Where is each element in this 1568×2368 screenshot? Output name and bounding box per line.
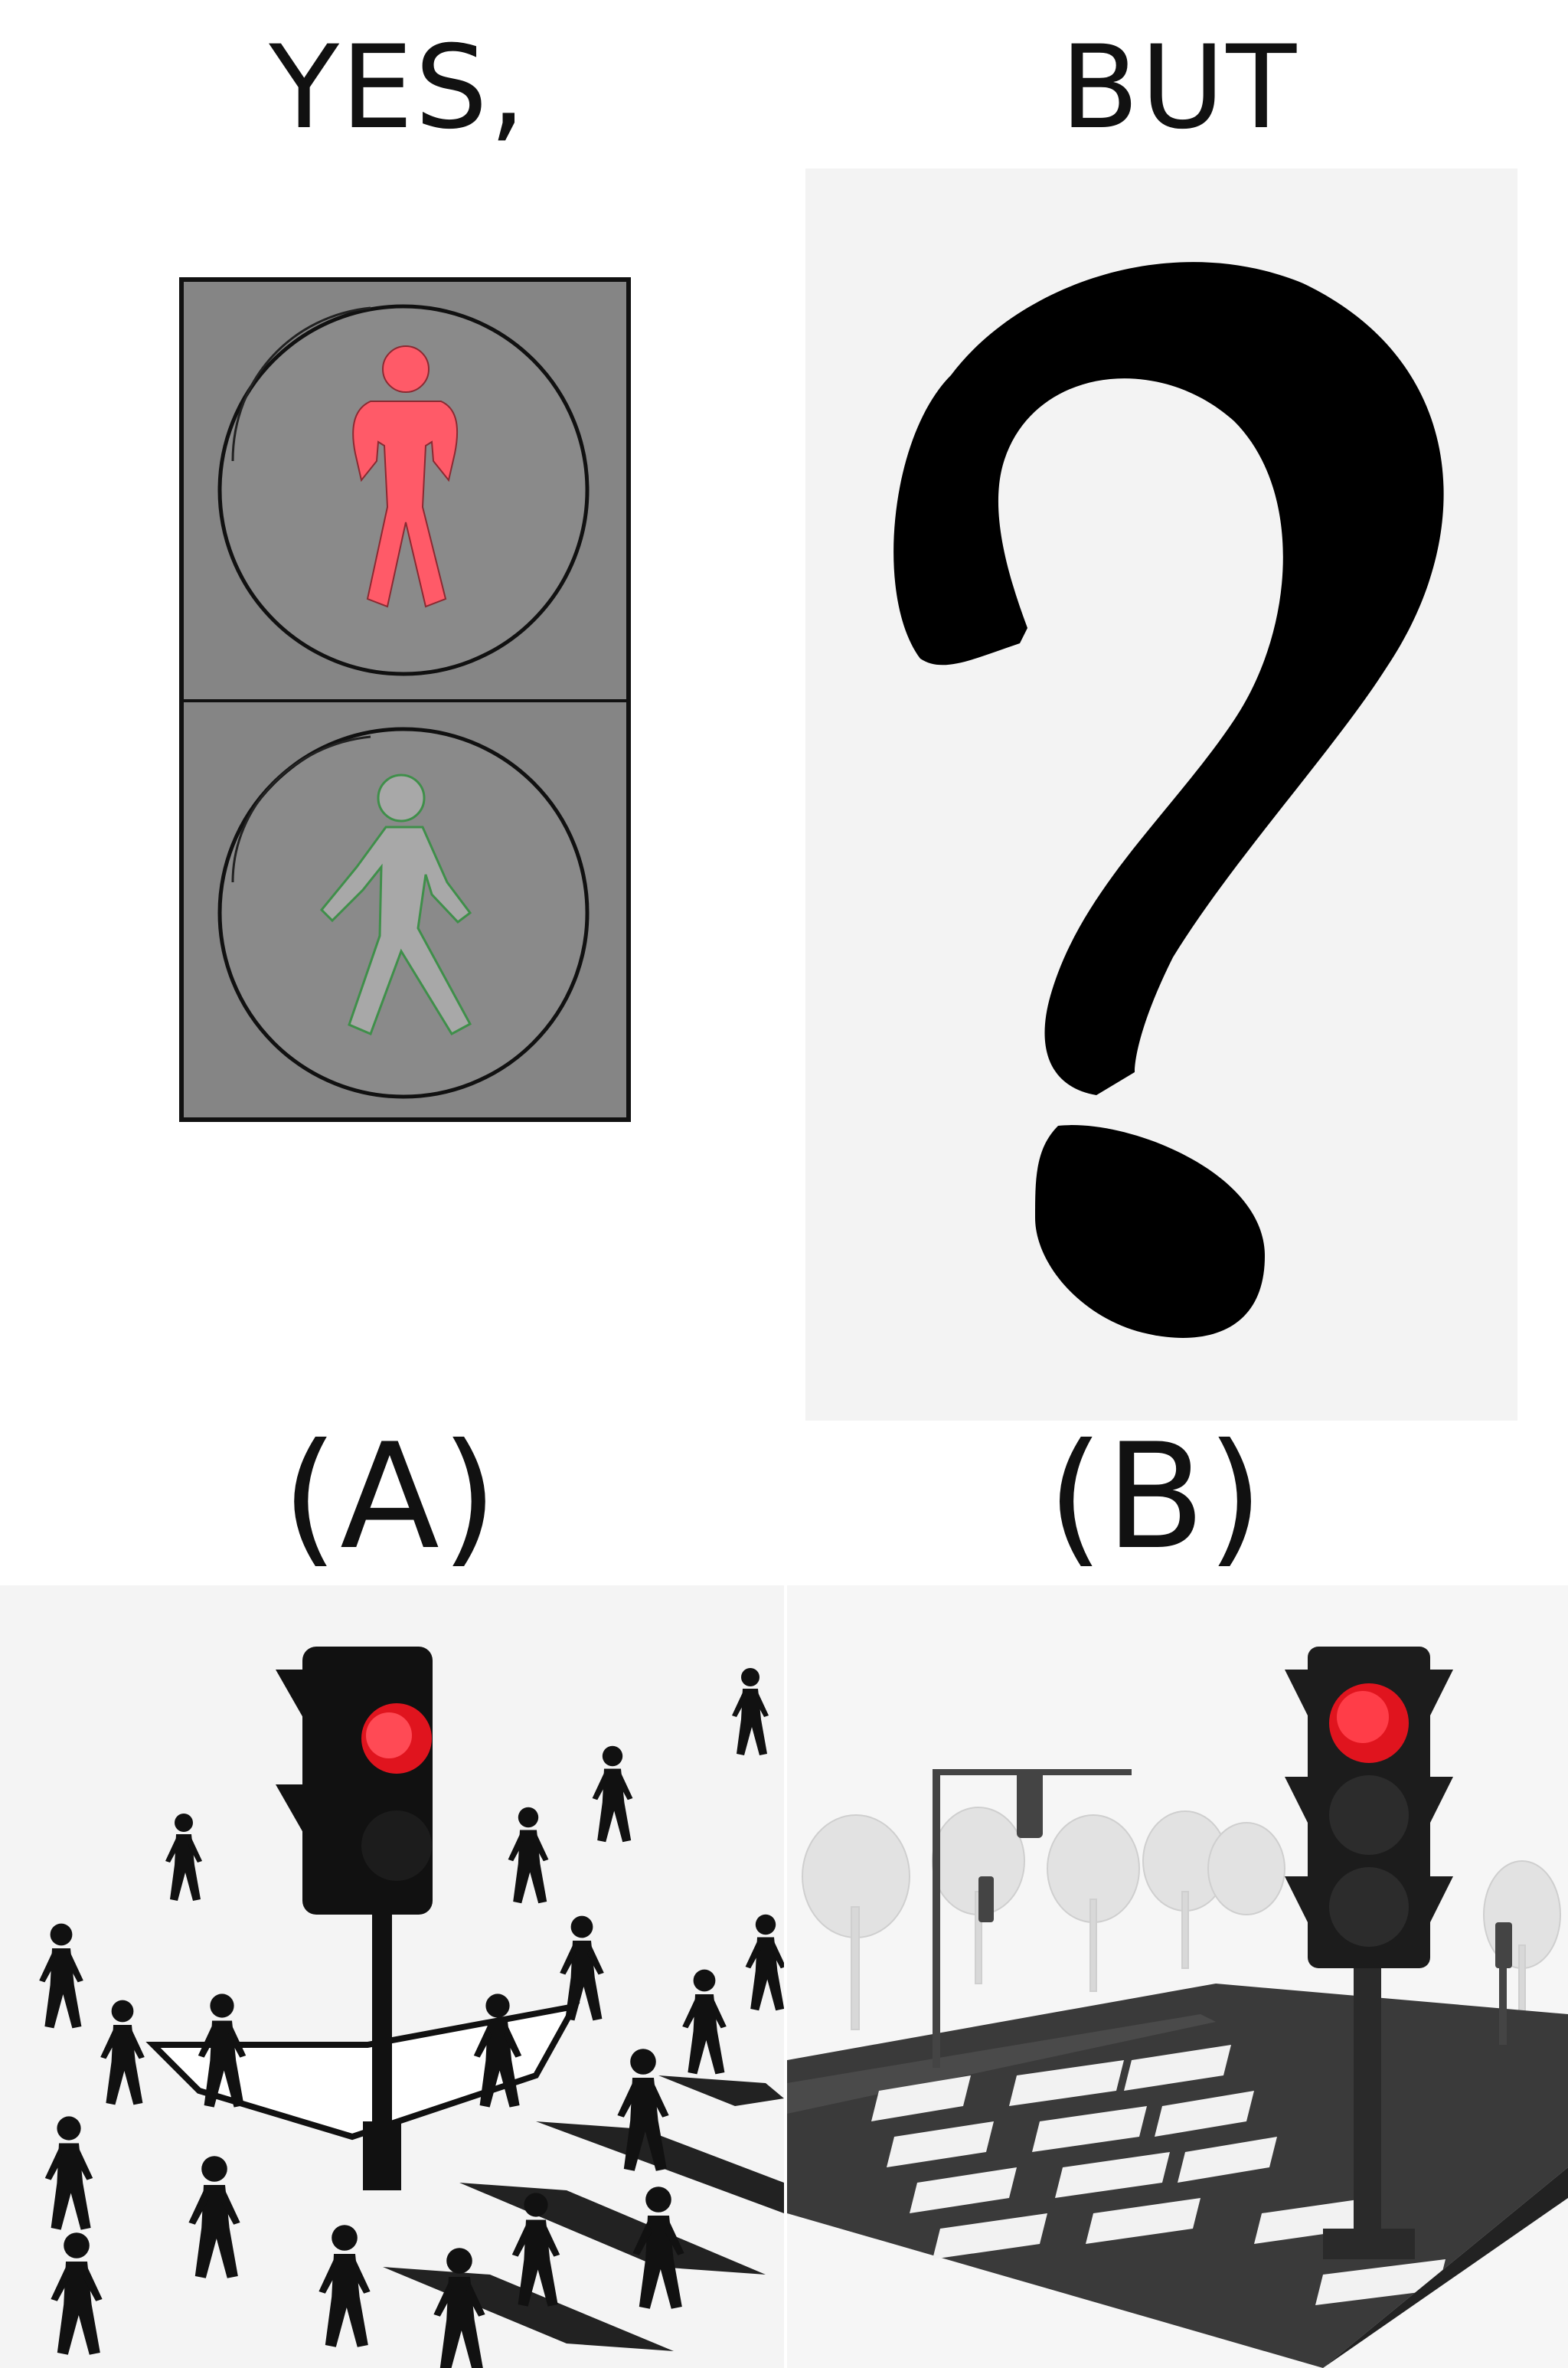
walking-man-icon <box>319 774 472 1036</box>
stop-lamp <box>217 304 590 676</box>
background-traffic-light <box>933 1769 1512 2068</box>
pedestrian-signal-icon <box>179 277 631 1122</box>
traffic-light-icon <box>276 1647 433 2190</box>
traffic-light-icon <box>1285 1647 1453 2259</box>
question-mark-icon <box>805 168 1517 1421</box>
heading-yes: YES, <box>269 21 528 155</box>
crosswalk <box>871 2045 1446 2305</box>
heading-but: BUT <box>1060 21 1298 155</box>
traffic-light-crowd-scene[interactable] <box>0 1585 784 2368</box>
traffic-light-crosswalk-scene[interactable] <box>787 1585 1568 2368</box>
option-b-label: (B) <box>1047 1412 1266 1581</box>
standing-man-icon <box>352 345 459 608</box>
walk-lamp <box>217 727 590 1099</box>
option-a-label: (A) <box>281 1412 500 1581</box>
